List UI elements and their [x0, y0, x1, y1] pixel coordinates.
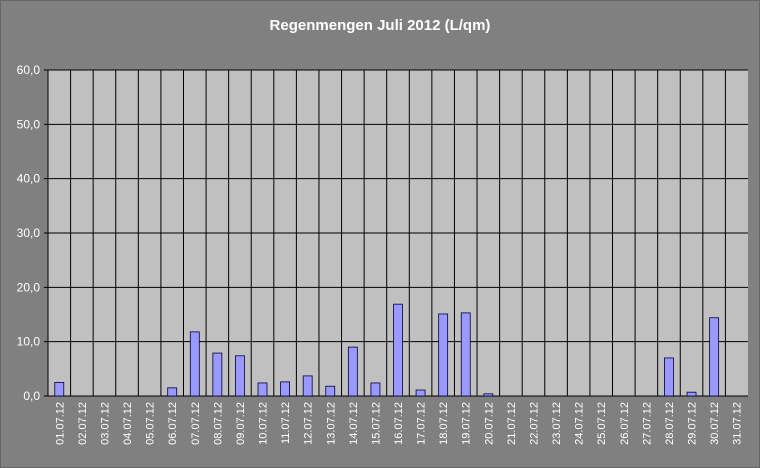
x-tick-label: 13.07.12 — [325, 402, 337, 445]
bar — [189, 331, 200, 397]
x-tick-label: 25.07.12 — [596, 402, 608, 445]
bar — [664, 357, 674, 397]
bar — [709, 317, 720, 397]
x-tick-label: 26.07.12 — [619, 402, 631, 445]
x-tick-label: 01.07.12 — [54, 402, 66, 445]
x-tick-label: 21.07.12 — [506, 402, 518, 445]
bar — [393, 303, 403, 397]
bar — [212, 352, 223, 397]
y-tick-label: 0,0 — [23, 389, 40, 403]
bar — [415, 389, 426, 397]
bar — [460, 312, 471, 397]
chart-title: Regenmengen Juli 2012 (L/qm) — [270, 17, 491, 34]
bar — [370, 382, 381, 397]
x-tick-label: 10.07.12 — [258, 402, 270, 445]
x-tick-label: 08.07.12 — [212, 402, 224, 445]
x-tick-label: 16.07.12 — [393, 402, 405, 445]
x-tick-label: 27.07.12 — [641, 402, 653, 445]
x-tick-label: 17.07.12 — [416, 402, 428, 445]
bar — [302, 375, 313, 397]
x-tick-label: 23.07.12 — [551, 402, 563, 445]
bar — [257, 382, 268, 397]
x-tick-label: 02.07.12 — [77, 402, 89, 445]
x-tick-label: 12.07.12 — [303, 402, 315, 445]
y-tick-label: 30,0 — [17, 226, 41, 240]
x-tick-label: 20.07.12 — [483, 402, 495, 445]
x-tick-label: 11.07.12 — [280, 402, 292, 444]
x-tick-label: 19.07.12 — [461, 402, 473, 445]
x-tick-label: 09.07.12 — [235, 402, 247, 445]
y-tick-label: 60,0 — [17, 63, 41, 77]
x-tick-label: 15.07.12 — [370, 402, 382, 445]
x-tick-label: 28.07.12 — [664, 402, 676, 445]
y-tick-label: 10,0 — [17, 335, 41, 349]
x-tick-label: 06.07.12 — [167, 402, 179, 445]
bar — [483, 393, 494, 397]
x-tick-label: 29.07.12 — [687, 402, 699, 445]
x-tick-label: 18.07.12 — [438, 402, 450, 445]
x-tick-label: 31.07.12 — [732, 402, 744, 445]
y-tick-label: 40,0 — [17, 172, 41, 186]
x-tick-label: 07.07.12 — [190, 402, 202, 445]
x-tick-label: 14.07.12 — [348, 402, 360, 445]
x-tick-label: 30.07.12 — [709, 402, 721, 445]
x-tick-label: 04.07.12 — [122, 402, 134, 445]
y-tick-label: 20,0 — [17, 280, 41, 294]
bar — [280, 381, 290, 397]
x-tick-label: 22.07.12 — [528, 402, 540, 445]
bar — [686, 391, 697, 397]
bar — [325, 385, 336, 397]
bar — [235, 355, 245, 397]
x-tick-label: 03.07.12 — [99, 402, 111, 445]
x-tick-label: 05.07.12 — [145, 402, 157, 445]
x-tick-label: 24.07.12 — [574, 402, 586, 445]
bar — [167, 387, 178, 397]
y-tick-label: 50,0 — [17, 117, 41, 131]
bar — [54, 382, 65, 397]
bar — [347, 346, 358, 397]
bar — [438, 313, 449, 397]
